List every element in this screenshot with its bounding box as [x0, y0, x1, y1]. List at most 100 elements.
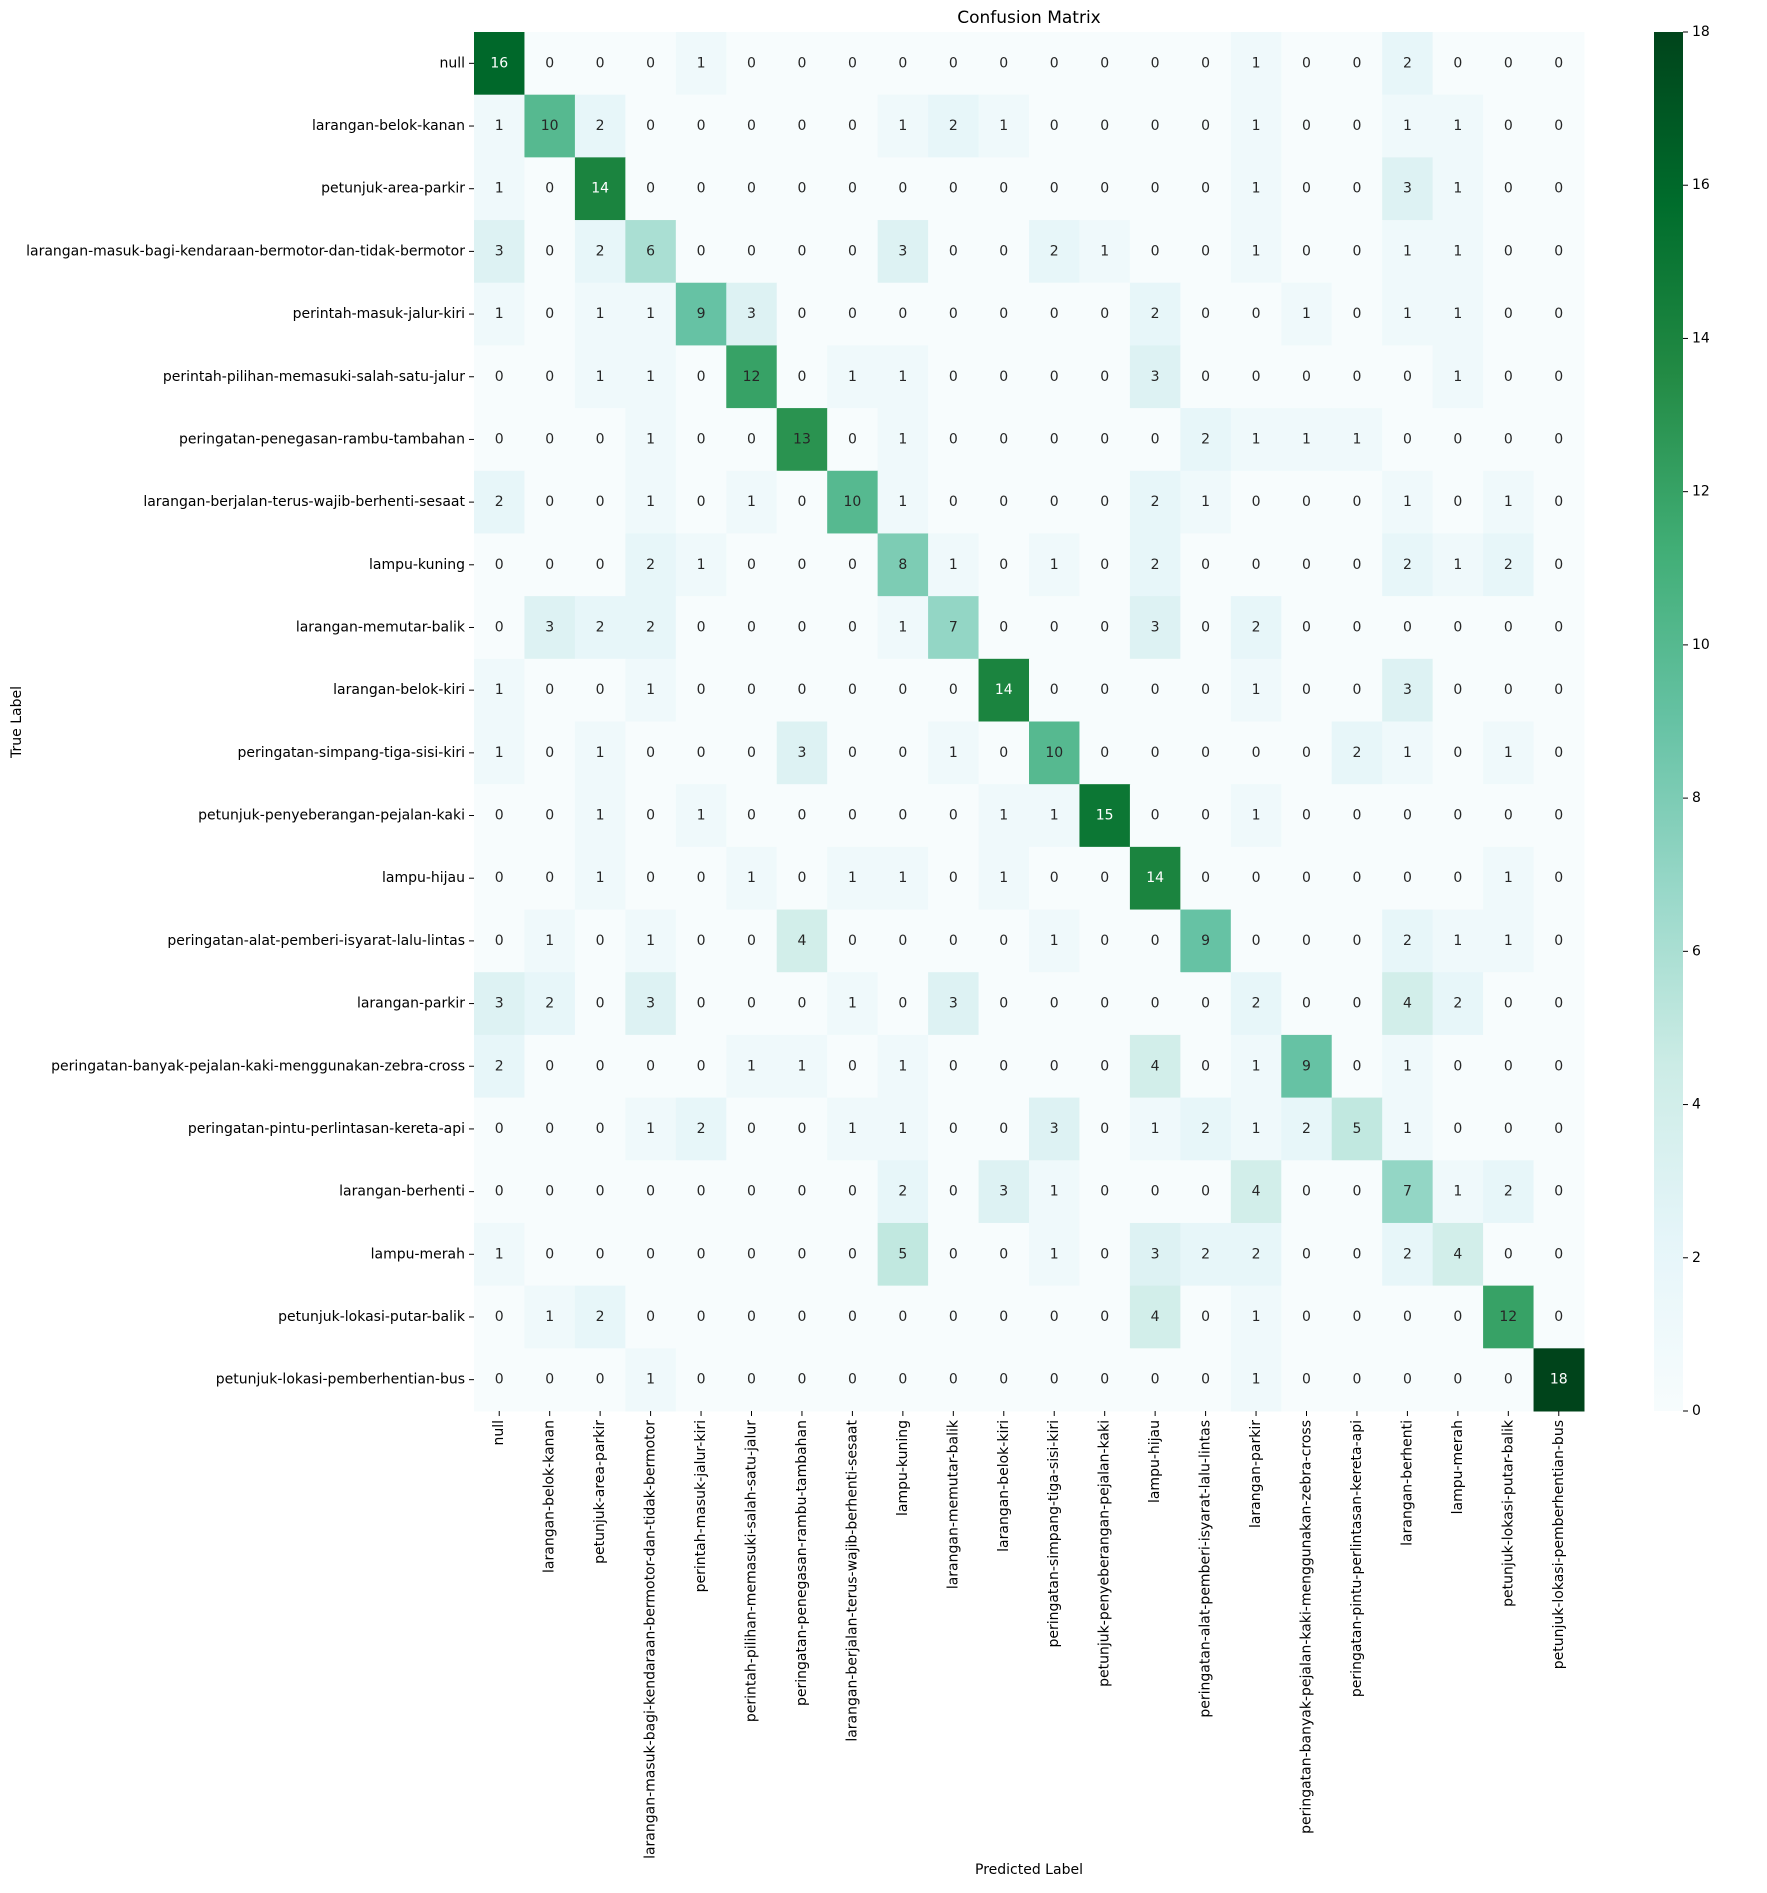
cell-label: 2: [1252, 619, 1261, 635]
heatmap-cell: [726, 1222, 778, 1287]
x-tick-label: larangan-parkir: [1248, 1420, 1264, 1528]
heatmap-cell: [1230, 345, 1282, 409]
cell-label: 2: [1252, 1246, 1261, 1262]
cell-label: 10: [843, 494, 861, 510]
cell-label: 1: [1504, 870, 1513, 886]
heatmap-cell: [776, 1034, 828, 1099]
heatmap-cell: [1180, 909, 1232, 973]
heatmap-cell: [726, 846, 778, 911]
cell-label: 0: [999, 431, 1008, 447]
heatmap-cell: [1129, 846, 1181, 911]
heatmap-cell: [1230, 1285, 1282, 1349]
heatmap-cell: [625, 282, 677, 346]
cell-label: 2: [596, 1309, 605, 1325]
cell-label: 0: [545, 55, 554, 71]
cell-label: 14: [1146, 870, 1164, 886]
x-tick-label: petunjuk-area-parkir: [592, 1420, 608, 1564]
heatmap-cell: [474, 1034, 525, 1099]
cell-label: 0: [999, 243, 1008, 259]
heatmap-cell: [928, 909, 980, 973]
cell-label: 0: [1050, 118, 1059, 134]
cell-label: 0: [1403, 1309, 1412, 1325]
heatmap-cell: [1180, 972, 1232, 1036]
heatmap-cell: [574, 282, 626, 346]
heatmap-cell: [776, 658, 828, 722]
heatmap-cell: [877, 972, 929, 1036]
x-tick-label: petunjuk-lokasi-putar-balik: [1500, 1419, 1516, 1607]
cell-label: 0: [1201, 1184, 1210, 1200]
cell-label: 1: [1050, 1184, 1059, 1200]
heatmap-cell: [1230, 94, 1282, 158]
cell-label: 0: [545, 1058, 554, 1074]
cell-label: 0: [1100, 557, 1109, 573]
heatmap-cell: [1331, 345, 1383, 409]
cell-label: 14: [995, 682, 1013, 698]
heatmap-cell: [776, 1222, 828, 1287]
heatmap-cell: [1483, 408, 1535, 472]
cell-label: 0: [1554, 996, 1563, 1012]
cell-label: 0: [1201, 118, 1210, 134]
cell-label: 0: [1100, 870, 1109, 886]
heatmap-cell: [625, 32, 677, 96]
heatmap-cell: [675, 1348, 727, 1412]
heatmap-cell: [978, 282, 1030, 346]
cell-label: 1: [697, 557, 706, 573]
cell-label: 0: [697, 1309, 706, 1325]
cell-label: 1: [1352, 431, 1361, 447]
cell-label: 0: [545, 1372, 554, 1388]
heatmap-cell: [524, 1348, 576, 1412]
colorbar-tick-label: 18: [1692, 24, 1710, 40]
cell-label: 1: [949, 745, 958, 761]
cell-label: 1: [1504, 745, 1513, 761]
heatmap-cell: [877, 220, 929, 284]
heatmap-cell: [574, 408, 626, 472]
cell-label: 0: [1201, 1058, 1210, 1074]
cell-label: 15: [1096, 808, 1114, 824]
heatmap-cell: [1331, 784, 1383, 848]
cell-label: 0: [1100, 306, 1109, 322]
heatmap-cell: [1281, 1034, 1333, 1099]
heatmap-cell: [1129, 1348, 1181, 1412]
heatmap-cell: [1230, 282, 1282, 346]
heatmap-cell: [1382, 1285, 1434, 1349]
cell-label: 2: [1201, 1246, 1210, 1262]
cell-label: 0: [1352, 933, 1361, 949]
cell-label: 1: [646, 1372, 655, 1388]
heatmap-cell: [625, 533, 677, 597]
heatmap-cell: [574, 470, 626, 534]
cell-label: 0: [747, 118, 756, 134]
heatmap-cell: [1079, 157, 1131, 221]
cell-label: 0: [999, 1058, 1008, 1074]
heatmap-cell: [928, 157, 980, 221]
heatmap-cell: [625, 784, 677, 848]
heatmap-cell: [827, 784, 879, 848]
cell-label: 0: [848, 1058, 857, 1074]
heatmap-cell: [474, 721, 525, 785]
heatmap-cell: [524, 1097, 576, 1161]
x-tick-label: peringatan-penegasan-rambu-tambahan: [794, 1420, 810, 1706]
heatmap-cell: [1180, 1160, 1232, 1224]
cell-label: 0: [1352, 1058, 1361, 1074]
heatmap-cell: [726, 470, 778, 534]
cell-label: 1: [646, 369, 655, 385]
cell-label: 1: [1453, 118, 1462, 134]
cell-label: 0: [898, 996, 907, 1012]
heatmap-cell: [1382, 94, 1434, 158]
x-tick-label: larangan-belok-kanan: [542, 1420, 558, 1573]
x-tick-label: perintah-masuk-jalur-kiri: [693, 1420, 709, 1592]
heatmap-cell: [1029, 282, 1080, 346]
heatmap-cell: [574, 32, 626, 96]
heatmap-cell: [1382, 220, 1434, 284]
heatmap-cell: [1483, 784, 1535, 848]
cell-label: 0: [1453, 1121, 1462, 1137]
cell-label: 0: [797, 1121, 806, 1137]
x-tick-label: peringatan-simpang-tiga-sisi-kiri: [1046, 1420, 1062, 1648]
cell-label: 0: [697, 494, 706, 510]
heatmap-cell: [827, 909, 879, 973]
cell-label: 0: [697, 1372, 706, 1388]
heatmap-cell: [827, 1285, 879, 1349]
heatmap-cell: [1432, 94, 1484, 158]
heatmap-cell: [1029, 1097, 1080, 1161]
cell-label: 6: [646, 243, 655, 259]
